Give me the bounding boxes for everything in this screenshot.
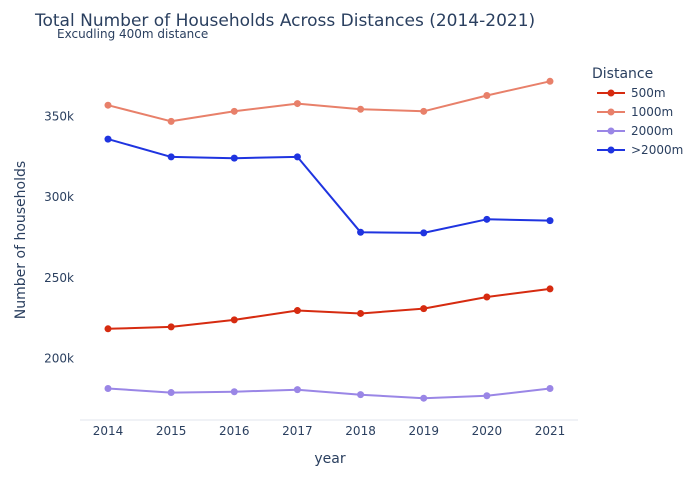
legend: Distance 500m 1000m 2000m >2000m	[592, 66, 683, 157]
data-point	[546, 385, 554, 393]
legend-label: 2000m	[631, 124, 673, 138]
legend-label: 1000m	[631, 105, 673, 119]
data-point	[546, 285, 554, 293]
x-tick-label: 2019	[408, 424, 439, 438]
data-point	[167, 153, 175, 161]
legend-item[interactable]: >2000m	[597, 143, 683, 157]
legend-swatch-marker	[607, 127, 615, 135]
y-axis-ticks: 200k 250k 300k 350k	[44, 110, 74, 366]
x-tick-label: 2020	[472, 424, 503, 438]
series-line	[107, 138, 551, 234]
legend-item[interactable]: 500m	[597, 86, 666, 100]
x-tick-label: 2017	[282, 424, 313, 438]
legend-item[interactable]: 1000m	[597, 105, 673, 119]
data-point	[104, 325, 112, 333]
series-1	[104, 77, 554, 125]
x-tick-label: 2021	[535, 424, 566, 438]
data-point	[546, 217, 554, 225]
data-point	[230, 107, 238, 115]
data-point	[546, 77, 554, 85]
legend-item[interactable]: 2000m	[597, 124, 673, 138]
series-0	[104, 285, 554, 333]
y-tick-label: 300k	[44, 190, 74, 204]
chart-title: Total Number of Households Across Distan…	[34, 11, 535, 31]
data-point	[483, 92, 491, 100]
y-tick-label: 200k	[44, 352, 74, 366]
series-2	[104, 385, 554, 402]
data-point	[230, 388, 238, 396]
legend-swatch-marker	[607, 108, 615, 116]
data-point	[420, 305, 428, 313]
data-point	[420, 107, 428, 115]
data-point	[357, 391, 365, 399]
data-point	[420, 229, 428, 237]
x-tick-label: 2015	[156, 424, 187, 438]
data-point	[104, 385, 112, 393]
data-point	[357, 309, 365, 317]
legend-label: >2000m	[631, 143, 683, 157]
legend-title: Distance	[592, 66, 653, 82]
data-point	[293, 386, 301, 394]
legend-label: 500m	[631, 86, 666, 100]
legend-swatch-marker	[607, 89, 615, 97]
y-tick-label: 250k	[44, 271, 74, 285]
x-tick-label: 2018	[345, 424, 376, 438]
data-point	[293, 307, 301, 315]
data-point	[293, 100, 301, 108]
plot-area	[80, 77, 578, 421]
legend-swatch-marker	[607, 146, 615, 154]
data-point	[483, 293, 491, 301]
data-point	[167, 117, 175, 125]
data-point	[357, 228, 365, 236]
series-3	[104, 135, 554, 237]
data-point	[483, 215, 491, 223]
series-line	[107, 387, 551, 400]
data-point	[230, 154, 238, 162]
data-point	[167, 323, 175, 331]
data-point	[167, 389, 175, 397]
y-axis-title: Number of households	[13, 161, 29, 319]
data-point	[420, 394, 428, 402]
data-point	[104, 135, 112, 143]
data-point	[483, 392, 491, 400]
y-tick-label: 350k	[44, 110, 74, 124]
series-line	[107, 80, 551, 123]
data-point	[104, 101, 112, 109]
data-point	[357, 105, 365, 113]
x-tick-label: 2014	[93, 424, 124, 438]
data-point	[230, 316, 238, 324]
series-line	[107, 287, 551, 330]
x-tick-label: 2016	[219, 424, 250, 438]
x-axis-ticks: 2014 2015 2016 2017 2018 2019 2020 2021	[93, 424, 566, 438]
chart-subtitle: Excudling 400m distance	[57, 27, 208, 41]
x-axis-title: year	[314, 451, 345, 467]
data-point	[293, 153, 301, 161]
